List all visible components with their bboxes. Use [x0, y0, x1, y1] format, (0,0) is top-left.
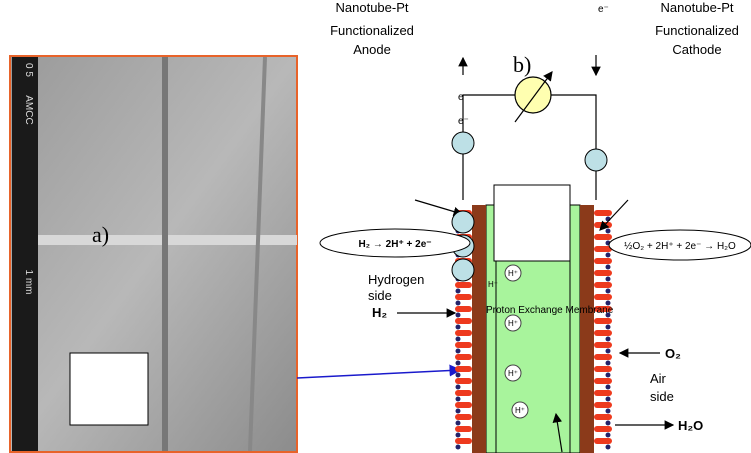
cathode-label: Functionalized — [655, 23, 739, 38]
h2o-label: H₂O — [678, 418, 703, 433]
scale-label: 1 mm — [23, 270, 34, 295]
electrode-detail — [606, 265, 611, 270]
proton: H⁺ — [488, 280, 498, 289]
electrode-detail — [606, 385, 611, 390]
electrode-detail — [456, 433, 461, 438]
electrode-detail — [455, 402, 472, 408]
electrode-detail — [455, 318, 472, 324]
electrode-detail — [594, 234, 612, 240]
electrode-detail — [594, 342, 612, 348]
electrode-detail — [455, 414, 472, 420]
cathode-label: Nanotube-Pt — [661, 0, 734, 15]
electrode-detail — [594, 438, 612, 444]
electrode-detail — [455, 330, 472, 336]
anode-label: Nanotube-Pt — [336, 0, 409, 15]
electrode-detail — [606, 397, 611, 402]
electrode-detail — [455, 438, 472, 444]
panel-label: b) — [513, 52, 531, 77]
electrode-detail — [606, 229, 611, 234]
electrode-detail — [606, 373, 611, 378]
electrode-detail — [455, 294, 472, 300]
electrode-detail — [456, 397, 461, 402]
hydrogen-side: side — [368, 288, 392, 303]
electrode-detail — [455, 342, 472, 348]
electrode-detail — [456, 385, 461, 390]
electrode-detail — [594, 330, 612, 336]
electrode-detail — [594, 390, 612, 396]
sem-image: 0 5 AMCC 1 mm a) — [10, 56, 297, 452]
electrode-detail — [456, 361, 461, 366]
electrode-detail — [594, 354, 612, 360]
electrode-detail — [456, 289, 461, 294]
electrode-detail — [606, 361, 611, 366]
electron-label: e⁻ — [598, 4, 609, 15]
electrode-detail — [606, 349, 611, 354]
electrode-detail — [594, 270, 612, 276]
electrode-detail — [456, 373, 461, 378]
electrode-detail — [456, 421, 461, 426]
electrode-detail — [594, 282, 612, 288]
electrode-detail — [594, 426, 612, 432]
air-side: Air — [650, 371, 667, 386]
cathode-reaction: ½O₂ + 2H⁺ + 2e⁻ → H₂O — [624, 241, 736, 252]
electron-label: e⁻ — [458, 116, 469, 127]
electrode-detail — [456, 313, 461, 318]
electrode-detail — [456, 409, 461, 414]
figure: 0 5 AMCC 1 mm a) Nanotube-Pt Functionali… — [0, 0, 751, 453]
hydrogen-side: Hydrogen — [368, 272, 424, 287]
air-side: side — [650, 389, 674, 404]
electrode-detail — [455, 282, 472, 288]
electrode-detail — [606, 445, 611, 450]
proton: H⁺ — [508, 269, 518, 278]
electrode-detail — [456, 445, 461, 450]
connector — [297, 370, 460, 378]
electrode-detail — [456, 301, 461, 306]
electrode-detail — [455, 426, 472, 432]
electrode-detail — [606, 421, 611, 426]
membrane-label: Proton Exchange Membrane — [486, 305, 614, 316]
electron-label: e⁻ — [458, 92, 469, 103]
electrode-detail — [594, 318, 612, 324]
electrode-detail — [456, 325, 461, 330]
electrode-detail — [594, 366, 612, 372]
electrode-detail — [606, 325, 611, 330]
proton: H⁺ — [515, 406, 525, 415]
proton: H⁺ — [508, 369, 518, 378]
anode-label: Functionalized — [330, 23, 414, 38]
electrode-detail — [606, 433, 611, 438]
electrode-detail — [594, 402, 612, 408]
electrode-detail — [594, 378, 612, 384]
electrode-detail — [455, 354, 472, 360]
cathode-label: Cathode — [672, 42, 721, 57]
anode-reaction: H₂ → 2H⁺ + 2e⁻ — [358, 239, 431, 250]
electrode-detail — [594, 414, 612, 420]
electrode-detail — [606, 289, 611, 294]
scale-label: AMCC — [23, 95, 34, 124]
electrode-detail — [606, 277, 611, 282]
o2-label: O₂ — [665, 346, 681, 361]
electrode-detail — [594, 294, 612, 300]
electrode-detail — [606, 409, 611, 414]
panel-label: a) — [92, 222, 109, 247]
electrode-detail — [606, 337, 611, 342]
proton: H⁺ — [508, 319, 518, 328]
electrode-detail — [455, 366, 472, 372]
electrode-detail — [455, 390, 472, 396]
electrode-detail — [455, 378, 472, 384]
electrode-detail — [606, 253, 611, 258]
electrode-detail — [594, 210, 612, 216]
anode-label: Anode — [353, 42, 391, 57]
h2-label: H₂ — [372, 305, 387, 320]
electrode-detail — [455, 306, 472, 312]
electrode-detail — [456, 337, 461, 342]
scale-label: 0 5 — [23, 63, 34, 77]
electrode-detail — [456, 349, 461, 354]
electrode-detail — [594, 258, 612, 264]
